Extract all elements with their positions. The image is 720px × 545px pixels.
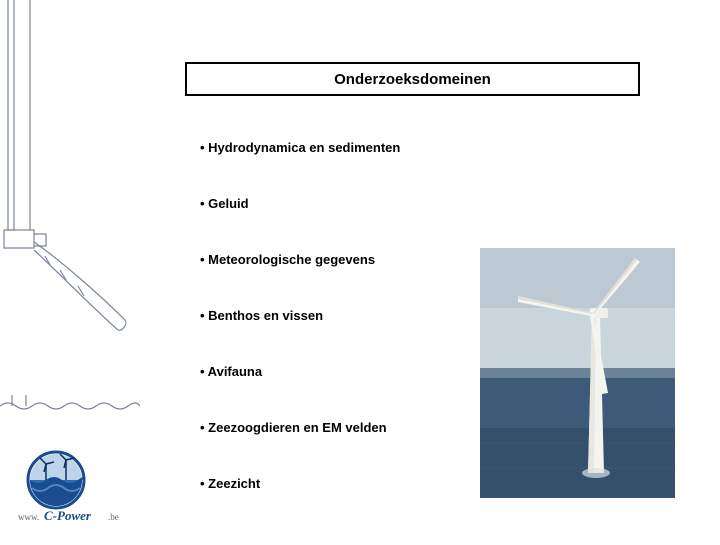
bullet-item: • Hydrodynamica en sedimenten — [200, 140, 460, 155]
slide-title-text: Onderzoeksdomeinen — [334, 71, 491, 88]
bullet-item: • Zeezoogdieren en EM velden — [200, 420, 460, 435]
bullet-item: • Avifauna — [200, 364, 460, 379]
bullet-item: • Geluid — [200, 196, 460, 211]
svg-text:C-Power: C-Power — [44, 508, 92, 523]
cpower-logo: www. C-Power .be — [18, 448, 128, 526]
slide-title: Onderzoeksdomeinen — [185, 62, 640, 96]
svg-text:.be: .be — [108, 512, 119, 522]
bullet-item: • Meteorologische gegevens — [200, 252, 460, 267]
logo-www: www. — [18, 512, 39, 522]
offshore-turbine-photo — [480, 248, 675, 498]
bullet-item: • Zeezicht — [200, 476, 460, 491]
bullet-list: • Hydrodynamica en sedimenten • Geluid •… — [200, 140, 460, 532]
bullet-item: • Benthos en vissen — [200, 308, 460, 323]
